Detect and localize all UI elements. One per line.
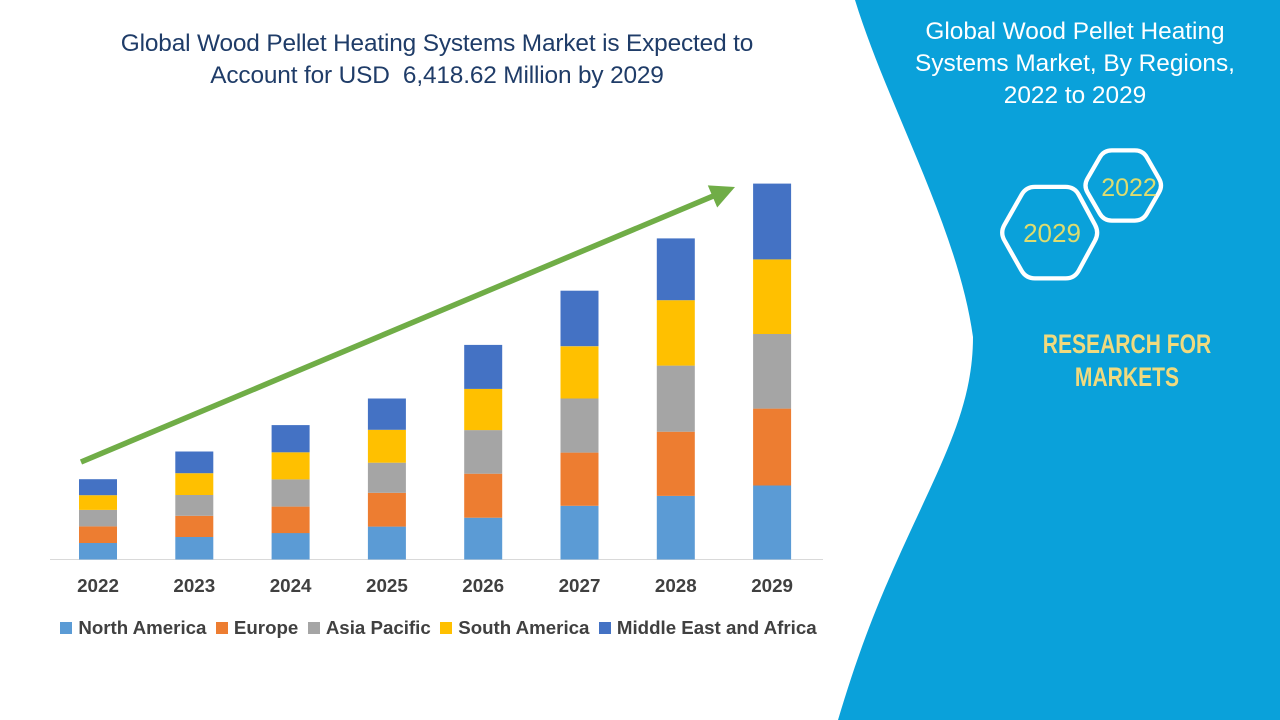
bar-segment-south-america-2024 (271, 452, 310, 480)
bar-segment-middle-east-and-africa-2026 (464, 344, 503, 389)
x-axis-label-2028: 2028 (654, 575, 697, 596)
bar-segment-north-america-2023 (175, 537, 214, 560)
bar-segment-europe-2025 (367, 492, 406, 527)
bar-segment-europe-2023 (175, 515, 214, 537)
bar-segment-europe-2028 (656, 431, 695, 496)
bar-segment-south-america-2025 (367, 429, 406, 463)
bar-segment-north-america-2028 (656, 495, 695, 560)
x-axis-label-2022: 2022 (77, 575, 119, 596)
side-panel-title-line3: 2022 to 2029 (1003, 81, 1147, 109)
side-panel-title-line2: Systems Market, By Regions, (915, 49, 1235, 77)
brand-wordmark: RESEARCH FOR MARKETS (1033, 328, 1220, 394)
legend-item-middle-east-and-africa: Middle East and Africa (598, 617, 817, 638)
bar-segment-asia-pacific-2029 (753, 334, 792, 409)
x-axis-label-2029: 2029 (751, 575, 793, 596)
bar-segment-europe-2026 (464, 473, 503, 518)
bar-segment-asia-pacific-2023 (175, 495, 214, 516)
bar-segment-south-america-2029 (753, 259, 792, 334)
bar-segment-middle-east-and-africa-2025 (367, 398, 406, 430)
bar-segment-asia-pacific-2022 (79, 509, 117, 527)
blue-side-panel-shape (838, 0, 1280, 720)
bar-segment-north-america-2024 (271, 533, 310, 560)
legend-label-middle-east-and-africa: Middle East and Africa (616, 617, 817, 638)
stacked-bars (79, 183, 792, 560)
hexagon-2029-label: 2029 (1023, 218, 1081, 248)
bar-segment-asia-pacific-2025 (367, 462, 406, 493)
bar-segment-asia-pacific-2028 (656, 365, 695, 432)
chart-legend: North America Europe Asia Pacific South Ame… (0, 618, 877, 638)
legend-label-asia-pacific: Asia Pacific (325, 617, 431, 638)
legend-label-north-america: North America (78, 617, 207, 638)
bar-segment-asia-pacific-2026 (464, 430, 503, 474)
hexagon-2022-label: 2022 (1101, 174, 1157, 202)
bar-segment-middle-east-and-africa-2022 (79, 479, 117, 496)
bar-segment-europe-2029 (753, 408, 792, 486)
x-axis-label-2027: 2027 (558, 575, 601, 596)
bar-segment-middle-east-and-africa-2029 (753, 183, 792, 260)
legend-swatch-asia-pacific (307, 622, 320, 634)
legend-label-europe: Europe (233, 617, 299, 638)
bar-segment-middle-east-and-africa-2028 (656, 238, 695, 301)
bar-segment-south-america-2027 (560, 346, 599, 399)
bar-segment-south-america-2028 (656, 300, 695, 366)
side-panel-title-line1: Global Wood Pellet Heating (925, 17, 1225, 45)
brand-line2: MARKETS (1074, 362, 1180, 392)
legend-item-asia-pacific: Asia Pacific (307, 617, 431, 638)
trend-arrow-head (707, 185, 735, 208)
legend-swatch-middle-east-and-africa (598, 622, 611, 634)
trend-arrow-shaft (79, 193, 716, 465)
bar-segment-middle-east-and-africa-2023 (175, 451, 214, 474)
chart-title-line1: Global Wood Pellet Heating Systems Marke… (120, 29, 754, 57)
bar-segment-north-america-2029 (753, 485, 792, 560)
legend-item-north-america: North America (60, 618, 206, 638)
bar-segment-middle-east-and-africa-2027 (560, 290, 599, 347)
bar-segment-middle-east-and-africa-2024 (271, 425, 310, 453)
hexagon-2029-outline (1000, 184, 1100, 281)
legend-item-europe: Europe (215, 617, 299, 638)
bar-segment-south-america-2022 (79, 495, 117, 510)
legend-swatch-south-america (440, 622, 453, 634)
bar-segment-europe-2024 (271, 506, 310, 534)
bar-segment-south-america-2026 (464, 388, 503, 431)
legend-label-south-america: South America (458, 617, 590, 638)
chart-title-line2: Account for USD 6,418.62 Million by 2029 (210, 61, 664, 89)
chart-title: Global Wood Pellet Heating Systems Marke… (0, 28, 874, 92)
bar-segment-europe-2027 (560, 452, 599, 506)
legend-swatch-north-america (60, 622, 73, 634)
brand-line1: RESEARCH FOR (1042, 329, 1212, 359)
x-axis-label-2024: 2024 (269, 575, 312, 596)
side-panel-title: Global Wood Pellet Heating Systems Marke… (910, 16, 1240, 112)
bar-segment-south-america-2023 (175, 473, 214, 495)
trend-arrow (79, 185, 735, 465)
bar-segment-north-america-2026 (464, 517, 503, 560)
legend-swatch-europe (215, 622, 228, 634)
legend-item-south-america: South America (440, 618, 589, 638)
bar-segment-asia-pacific-2024 (271, 479, 310, 507)
bar-segment-asia-pacific-2027 (560, 398, 599, 453)
bar-segment-north-america-2022 (79, 543, 117, 560)
hexagon-2022-outline (1083, 148, 1164, 223)
bar-segment-north-america-2027 (560, 505, 599, 560)
x-axis-label-2026: 2026 (462, 575, 505, 596)
bar-segment-north-america-2025 (367, 526, 406, 560)
bar-segment-europe-2022 (79, 526, 117, 543)
x-axis-label-2025: 2025 (366, 575, 408, 596)
x-axis-label-2023: 2023 (173, 575, 216, 596)
